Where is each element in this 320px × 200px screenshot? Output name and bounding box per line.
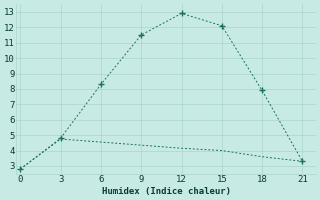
X-axis label: Humidex (Indice chaleur): Humidex (Indice chaleur)	[101, 187, 231, 196]
